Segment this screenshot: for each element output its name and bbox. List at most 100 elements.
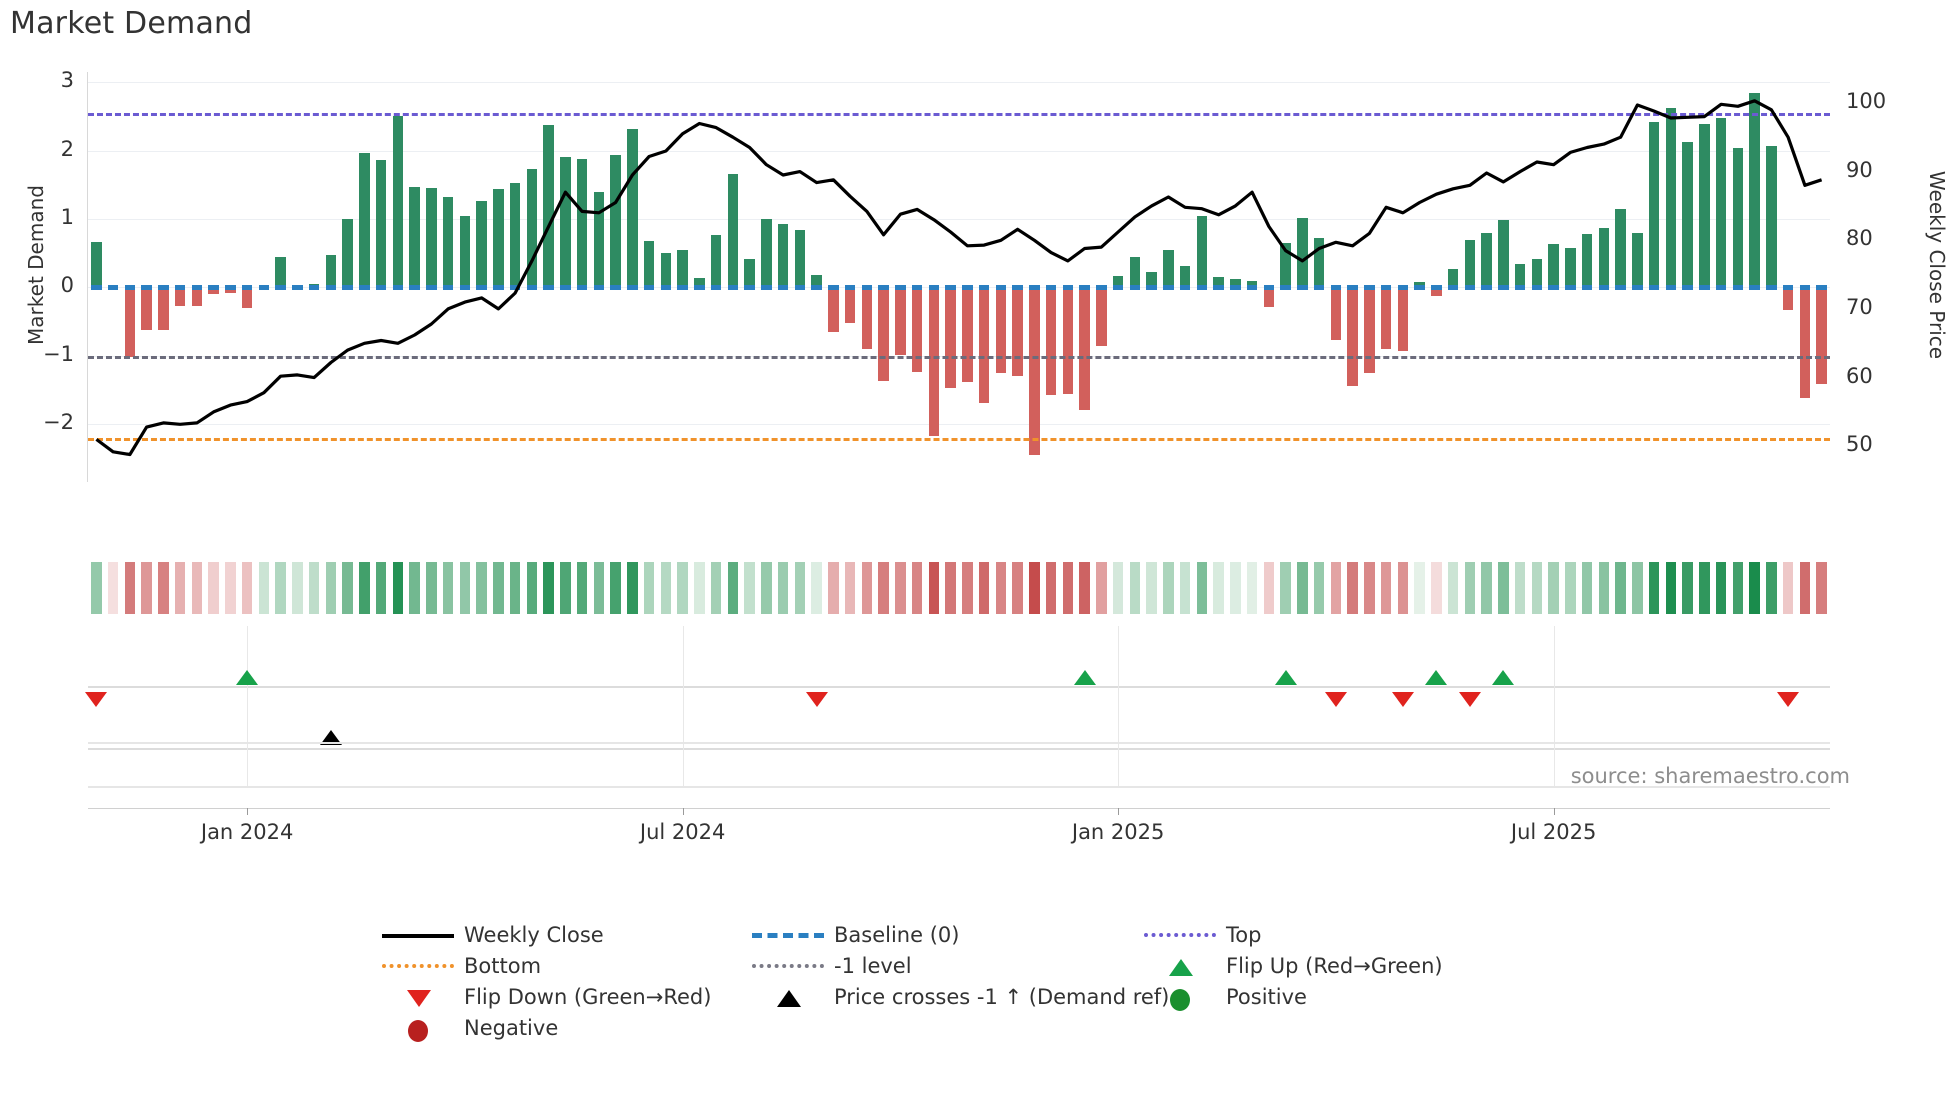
legend-label: Price crosses -1 ↑ (Demand ref)	[834, 985, 1170, 1009]
heatmap-cell	[844, 562, 856, 614]
demand-bar-positive	[1632, 232, 1643, 288]
heatmap-cell	[727, 562, 739, 614]
legend-item[interactable]: Price crosses -1 ↑ (Demand ref)	[750, 982, 1169, 1012]
legend-label: Bottom	[464, 954, 542, 978]
baseline-segment	[895, 285, 906, 291]
demand-bar-negative	[878, 287, 889, 381]
heatmap-cell	[208, 562, 219, 614]
baseline-segment	[1498, 285, 1509, 291]
baseline-segment	[258, 285, 270, 291]
flip-down-marker[interactable]	[1777, 692, 1800, 707]
heatmap-cell	[1632, 562, 1643, 614]
baseline-segment	[325, 285, 337, 291]
heatmap-cell	[308, 562, 320, 614]
line-icon	[380, 920, 458, 950]
demand-bar-positive	[794, 229, 806, 288]
flip-up-marker[interactable]	[1492, 670, 1515, 685]
heatmap-cell	[962, 562, 973, 614]
flip-down-marker[interactable]	[1458, 692, 1481, 707]
heatmap-cell	[359, 562, 370, 614]
demand-bar-positive	[777, 223, 789, 288]
flip-up-marker[interactable]	[1425, 670, 1448, 685]
baseline-segment	[1665, 285, 1677, 291]
baseline-segment	[995, 285, 1007, 291]
price-path	[95, 99, 1823, 457]
legend-item[interactable]: Positive	[1142, 982, 1307, 1012]
legend-item[interactable]: Bottom	[380, 951, 541, 981]
price-cross-marker[interactable]	[319, 730, 342, 745]
heatmap-cell	[593, 562, 605, 614]
marker-row-baseline	[88, 748, 1830, 750]
y-tick-left: 0	[60, 273, 74, 298]
x-axis-spine	[88, 808, 1830, 809]
y-tick-left: −2	[43, 409, 74, 434]
flip-down-marker[interactable]	[85, 692, 108, 707]
demand-bar-positive	[643, 241, 655, 288]
heatmap-cell	[1598, 562, 1610, 614]
baseline-segment	[225, 285, 236, 291]
heatmap-cell	[526, 562, 538, 614]
flip-down-marker[interactable]	[1391, 692, 1414, 707]
legend-item[interactable]: Top	[1142, 920, 1261, 950]
baseline-segment	[1012, 285, 1023, 291]
baseline-segment	[1782, 285, 1794, 291]
legend-label: Baseline (0)	[834, 923, 960, 947]
baseline-segment	[1364, 285, 1375, 291]
demand-bar-positive	[1548, 244, 1559, 288]
heatmap-cell	[1548, 562, 1559, 614]
baseline-segment	[509, 285, 521, 291]
legend-item[interactable]: Flip Up (Red→Green)	[1142, 951, 1443, 981]
y-tick-right: 70	[1846, 294, 1873, 319]
x-gridline	[1553, 626, 1555, 786]
demand-bar-positive	[1481, 233, 1492, 288]
flip-down-marker[interactable]	[805, 692, 828, 707]
demand-bar-positive	[1531, 258, 1543, 288]
heatmap-cell	[1297, 562, 1308, 614]
heatmap-cell	[1364, 562, 1375, 614]
flip-up-marker[interactable]	[1274, 670, 1297, 685]
demand-bar-negative	[141, 287, 152, 330]
flip-up-marker[interactable]	[1073, 670, 1096, 685]
demand-bar-positive	[727, 173, 739, 288]
heatmap-cell	[694, 562, 705, 614]
x-tick-label: Jul 2025	[1510, 820, 1597, 844]
x-tick-mark	[247, 808, 249, 815]
legend-label: Weekly Close	[464, 923, 604, 947]
y-tick-right: 80	[1846, 226, 1873, 251]
x-gridline	[682, 626, 684, 786]
legend-item[interactable]: -1 level	[750, 951, 912, 981]
demand-bar-positive	[694, 277, 705, 288]
gridline	[88, 218, 1830, 220]
baseline-segment	[1682, 285, 1693, 291]
panel-divider	[88, 786, 1830, 788]
demand-bar-positive	[811, 274, 822, 288]
legend-label: Flip Down (Green→Red)	[464, 985, 712, 1009]
flip-up-marker[interactable]	[236, 670, 259, 685]
legend-item[interactable]: Weekly Close	[380, 920, 604, 950]
legend-item[interactable]: Baseline (0)	[750, 920, 959, 950]
legend-item[interactable]: Flip Down (Green→Red)	[380, 982, 711, 1012]
baseline-segment	[1447, 285, 1459, 291]
baseline-segment	[861, 285, 873, 291]
baseline-segment	[1565, 285, 1576, 291]
flip-down-marker[interactable]	[1324, 692, 1347, 707]
heatmap-cell	[1079, 562, 1090, 614]
baseline-segment	[1816, 285, 1827, 291]
legend-item[interactable]: Negative	[380, 1013, 558, 1043]
baseline-segment	[1799, 285, 1811, 291]
demand-bar-positive	[610, 155, 621, 288]
demand-bar-positive	[761, 218, 772, 288]
y-tick-right: 100	[1846, 88, 1887, 113]
baseline-segment	[1230, 285, 1241, 291]
demand-bar-negative	[945, 287, 956, 388]
demand-bar-positive	[409, 186, 420, 288]
baseline-segment	[191, 285, 203, 291]
demand-bar-negative	[1431, 287, 1442, 297]
baseline-segment	[1380, 285, 1392, 291]
demand-bar-positive	[375, 160, 387, 288]
panel-divider	[88, 742, 1830, 744]
demand-bar-positive	[426, 188, 437, 288]
baseline-segment	[811, 285, 822, 291]
baseline-segment	[761, 285, 772, 291]
